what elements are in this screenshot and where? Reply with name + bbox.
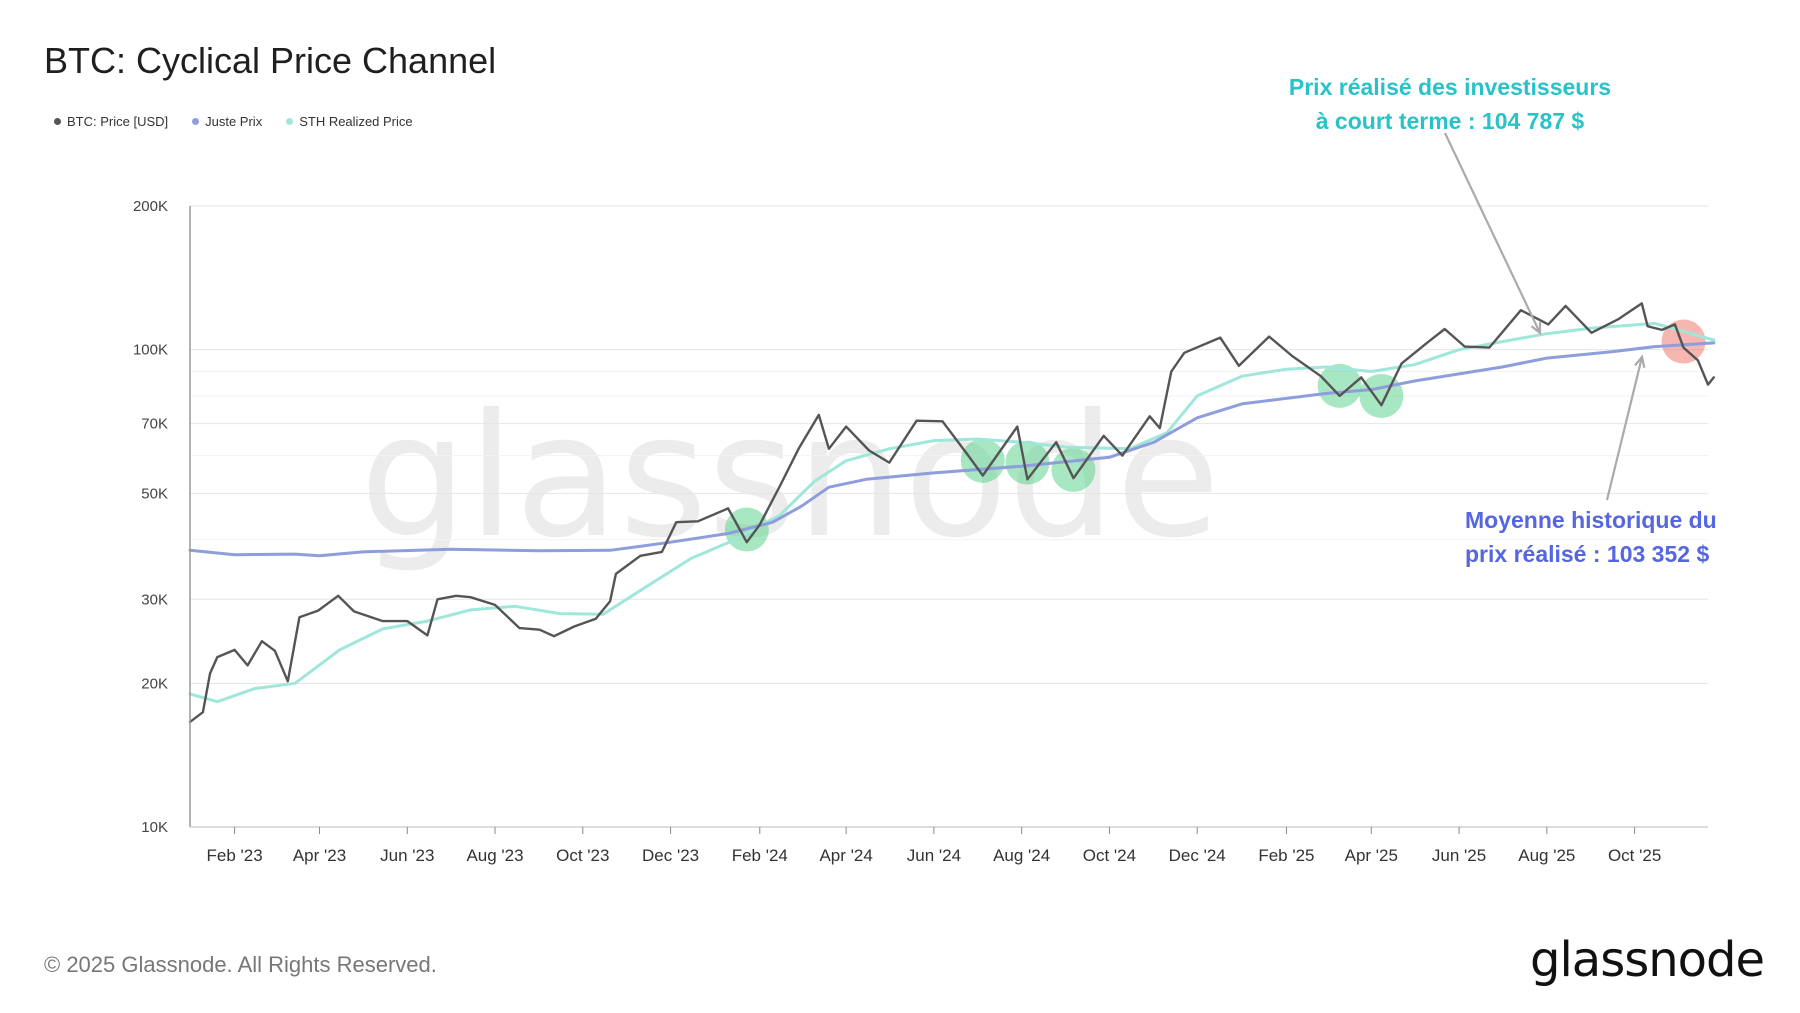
legend-item-juste-prix[interactable]: Juste Prix: [192, 114, 262, 129]
annotation-sth-line-2: à court terme : 104 787 $: [1315, 108, 1585, 134]
x-tick-label: Feb '23: [207, 846, 263, 865]
series-line-btc-price-usd: [188, 302, 1716, 724]
legend: BTC: Price [USD] Juste Prix STH Realized…: [54, 114, 413, 129]
x-tick-label: Dec '23: [642, 846, 699, 865]
legend-label-juste-prix: Juste Prix: [205, 114, 263, 129]
series-line-juste-prix: [188, 341, 1716, 558]
copyright-text: © 2025 Glassnode. All Rights Reserved.: [44, 952, 437, 977]
arrow-historical-mean: [1605, 356, 1644, 501]
x-tick-label: Aug '25: [1518, 846, 1575, 865]
annotation-historical-mean: Moyenne historique du prix réalisé : 103…: [1465, 503, 1785, 571]
annotation-sth-line-1: Prix réalisé des investisseurs: [1288, 74, 1612, 100]
x-tick-label: Aug '23: [466, 846, 523, 865]
arrow-sth-realized-price: [1444, 132, 1541, 334]
arrow-sth-realized-price-head: [1530, 321, 1542, 336]
chart-title: BTC: Cyclical Price Channel: [44, 40, 497, 81]
annotation-mean-line-1: Moyenne historique du: [1465, 507, 1717, 533]
y-tick-label: 20K: [141, 675, 168, 692]
highlight-circle: [1661, 319, 1706, 364]
brand-logo[interactable]: glassnode: [1529, 932, 1765, 988]
y-tick-label: 70K: [141, 416, 168, 433]
highlight-circle: [960, 438, 1005, 483]
legend-label-sth-realized-price: STH Realized Price: [299, 114, 413, 129]
x-tick-label: Feb '25: [1258, 846, 1314, 865]
y-tick-label: 100K: [133, 342, 168, 359]
legend-marker-juste-prix: [192, 118, 200, 125]
y-tick-label: 30K: [141, 591, 168, 608]
x-tick-label: Feb '24: [732, 846, 788, 865]
series-lines: [188, 302, 1716, 724]
x-tick-label: Apr '25: [1345, 846, 1398, 865]
legend-label-btc-price: BTC: Price [USD]: [67, 114, 169, 129]
x-tick-label: Apr '23: [293, 846, 346, 865]
legend-item-btc-price[interactable]: BTC: Price [USD]: [54, 114, 168, 129]
annotation-sth-realized-price: Prix réalisé des investisseurs à court t…: [1250, 70, 1650, 138]
x-tick-label: Oct '24: [1083, 846, 1136, 865]
x-tick-label: Oct '23: [556, 846, 609, 865]
x-tick-label: Apr '24: [819, 846, 872, 865]
annotation-mean-line-2: prix réalisé : 103 352 $: [1465, 541, 1710, 567]
legend-item-sth-realized-price[interactable]: STH Realized Price: [286, 114, 413, 129]
x-tick-label: Jun '25: [1432, 846, 1486, 865]
y-tick-label: 10K: [141, 819, 168, 836]
x-tick-label: Oct '25: [1608, 846, 1661, 865]
highlight-circle: [1005, 440, 1050, 485]
y-tick-label: 50K: [141, 485, 168, 502]
series-line-sth-realized-price: [188, 321, 1716, 704]
annotation-arrows: [1444, 132, 1646, 501]
legend-marker-btc-price: [54, 118, 61, 125]
highlight-circle: [1317, 363, 1362, 408]
x-tick-label: Dec '24: [1169, 846, 1226, 865]
x-tick-label: Aug '24: [993, 846, 1050, 865]
highlight-circle: [1359, 373, 1404, 418]
legend-marker-sth-realized-price: [286, 118, 294, 125]
axes: 10K 20K 30K 50K 70K 100K 200K Feb '23 Apr '23 Jun…: [133, 198, 1708, 865]
arrow-historical-mean-head: [1634, 354, 1646, 368]
y-tick-label: 200K: [133, 198, 168, 215]
highlight-circle: [1051, 447, 1096, 492]
x-tick-label: Jun '24: [907, 846, 961, 865]
x-tick-label: Jun '23: [380, 846, 434, 865]
